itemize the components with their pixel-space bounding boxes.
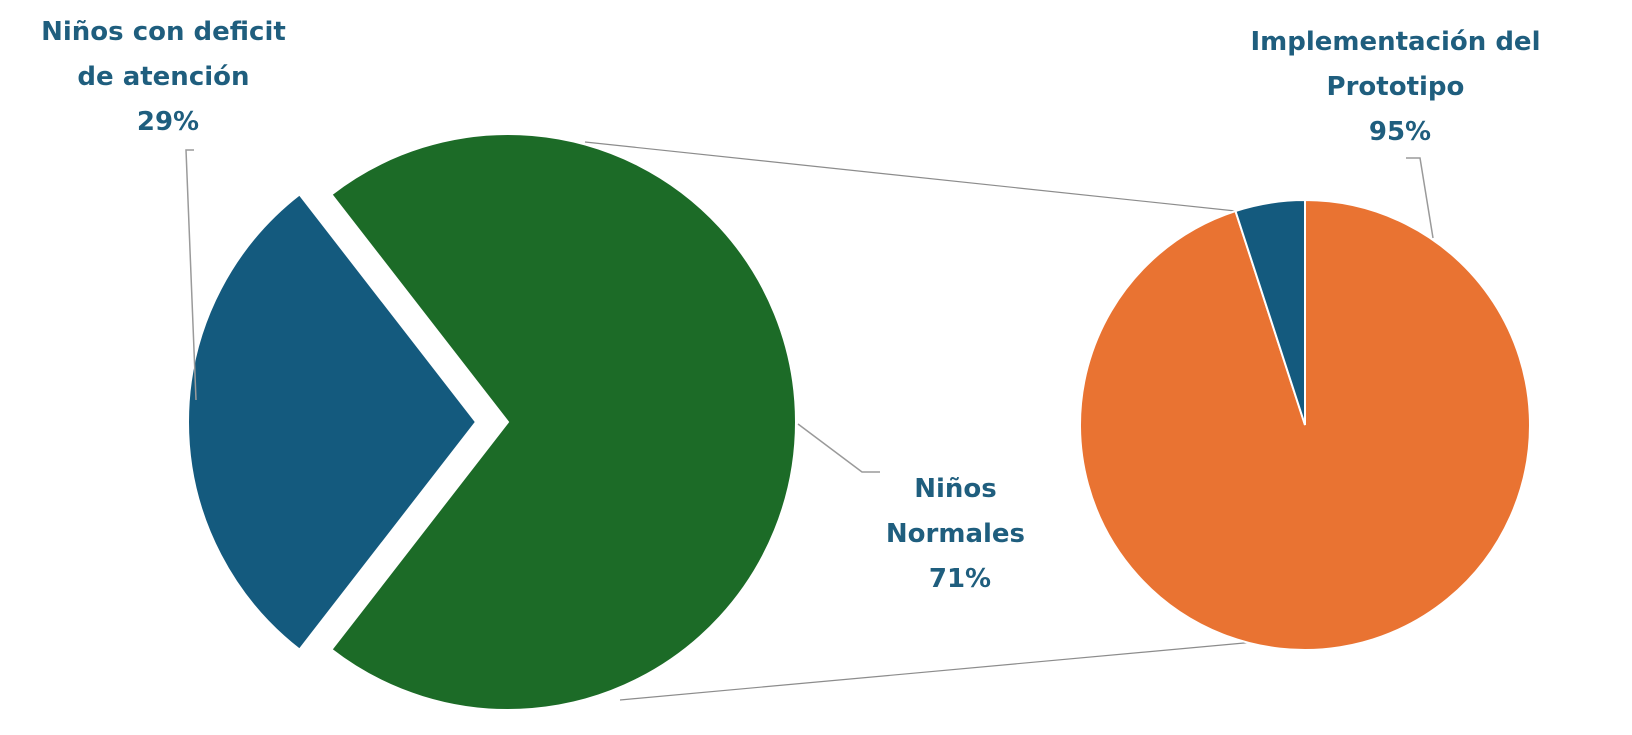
leader-normales [797, 423, 880, 473]
slice-deficit-atencion [187, 193, 478, 651]
label-prototipo-line-2: Prototipo [1327, 72, 1465, 102]
label-prototipo: Implementación del Prototipo 95% [1250, 27, 1549, 147]
connector-bottom [619, 641, 1256, 701]
leader-deficit [185, 149, 197, 401]
label-deficit-percent: 29% [137, 107, 199, 137]
label-normales-line-1: Niños [914, 474, 997, 504]
secondary-pie [1079, 198, 1531, 651]
slice-ninos-normales [330, 133, 797, 711]
pie-connector-lines [584, 141, 1256, 701]
label-deficit-line-1: Niños con deficit [41, 17, 286, 47]
main-pie [187, 133, 797, 711]
leader-prototipo [1406, 157, 1434, 239]
label-normales: Niños Normales 71% [886, 474, 1034, 594]
slice-secondary-small [1234, 198, 1306, 426]
leader-lines [185, 149, 1434, 473]
label-deficit-line-2: de atención [77, 62, 249, 92]
label-prototipo-line-1: Implementación del [1250, 27, 1540, 57]
label-normales-percent: 71% [929, 564, 991, 594]
label-normales-line-2: Normales [886, 519, 1025, 549]
connector-top [584, 141, 1236, 212]
label-prototipo-percent: 95% [1369, 117, 1431, 147]
label-deficit: Niños con deficit de atención 29% [41, 17, 295, 137]
